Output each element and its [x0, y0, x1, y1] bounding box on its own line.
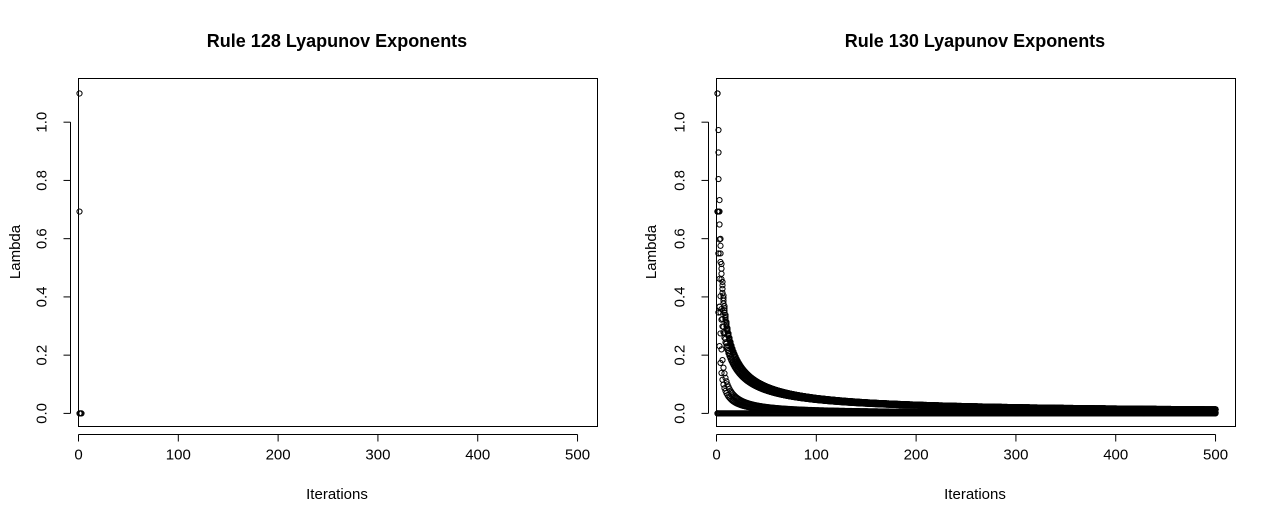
data-point	[716, 197, 723, 204]
x-tick-label: 300	[365, 447, 390, 464]
data-point	[717, 235, 724, 242]
data-point	[723, 318, 730, 326]
data-point	[715, 309, 722, 316]
data-point	[720, 381, 727, 388]
x-axis-label: Iterations	[944, 486, 1006, 503]
x-tick-label: 400	[465, 447, 490, 464]
data-point	[728, 342, 735, 349]
data-point	[726, 334, 733, 342]
data-point	[718, 270, 725, 277]
data-point	[715, 149, 722, 156]
plot-frame	[716, 78, 1236, 427]
data-point	[718, 346, 725, 353]
data-point	[717, 330, 724, 337]
data-points	[714, 90, 1219, 417]
y-tick-label: 0.4	[672, 286, 689, 307]
y-tick-label: 0.4	[34, 286, 51, 307]
data-point	[721, 303, 728, 310]
x-tick-label: 400	[1103, 447, 1128, 464]
data-point	[718, 316, 725, 323]
data-point	[722, 311, 729, 318]
data-point	[719, 282, 726, 289]
x-tick-label: 200	[904, 447, 929, 464]
data-point	[717, 359, 724, 367]
data-point	[717, 250, 724, 257]
data-point	[720, 292, 727, 299]
data-point	[717, 242, 724, 249]
data-point	[78, 410, 85, 417]
data-point	[721, 385, 728, 392]
data-point	[1212, 410, 1219, 417]
y-tick-label: 0.8	[672, 170, 689, 191]
data-point	[718, 369, 725, 377]
y-axis-label: Lambda	[643, 224, 660, 279]
x-tick-label: 500	[565, 447, 590, 464]
data-point	[727, 338, 734, 346]
x-tick-label: 100	[804, 447, 829, 464]
y-axis: 0.0 0.2 0.4 0.6 0.8 1.0	[34, 112, 71, 424]
data-point	[714, 90, 721, 97]
y-axis-label: Lambda	[7, 224, 24, 279]
y-tick-label: 0.6	[672, 228, 689, 249]
x-tick-label: 100	[166, 447, 191, 464]
data-point	[716, 208, 723, 215]
data-point	[729, 345, 736, 352]
data-point	[714, 208, 721, 215]
data-point	[76, 208, 83, 215]
panel-rule-128: Rule 128 Lyapunov Exponents 0 100 200 300 40…	[7, 31, 598, 503]
y-axis: 0.0 0.2 0.4 0.6 0.8 1.0	[672, 112, 709, 424]
x-tick-label: 0	[74, 447, 82, 464]
chart-title: Rule 128 Lyapunov Exponents	[207, 31, 467, 51]
data-point	[721, 305, 728, 312]
x-tick-label: 500	[1203, 447, 1228, 464]
data-point	[715, 250, 722, 257]
data-point	[719, 285, 726, 293]
panel-rule-130: Rule 130 Lyapunov Exponents 0 100 200 300 40…	[643, 31, 1236, 503]
y-tick-label: 0.8	[34, 170, 51, 191]
x-tick-label: 0	[712, 447, 720, 464]
y-tick-label: 0.6	[34, 228, 51, 249]
data-point	[718, 265, 725, 272]
y-tick-label: 0.2	[34, 345, 51, 366]
data-point	[721, 370, 728, 377]
x-axis: 0 100 200 300 400 500	[74, 434, 590, 464]
plot-frame	[78, 78, 598, 427]
data-point	[716, 221, 723, 228]
x-tick-label: 200	[266, 447, 291, 464]
data-point	[716, 343, 723, 350]
data-point	[720, 364, 727, 371]
data-point	[715, 126, 722, 134]
data-points	[76, 90, 85, 417]
data-point	[76, 90, 83, 97]
x-axis: 0 100 200 300 400 500	[712, 434, 1228, 464]
y-tick-label: 0.2	[672, 345, 689, 366]
y-tick-label: 0.0	[34, 403, 51, 424]
data-point	[718, 260, 725, 268]
data-point	[720, 294, 727, 302]
x-tick-label: 300	[1003, 447, 1028, 464]
data-point	[719, 278, 726, 286]
chart-title: Rule 130 Lyapunov Exponents	[845, 31, 1105, 51]
y-tick-label: 0.0	[672, 403, 689, 424]
data-point	[715, 175, 722, 183]
data-point	[717, 309, 724, 316]
x-axis-label: Iterations	[306, 486, 368, 503]
y-tick-label: 1.0	[672, 112, 689, 133]
y-tick-label: 1.0	[34, 112, 51, 133]
